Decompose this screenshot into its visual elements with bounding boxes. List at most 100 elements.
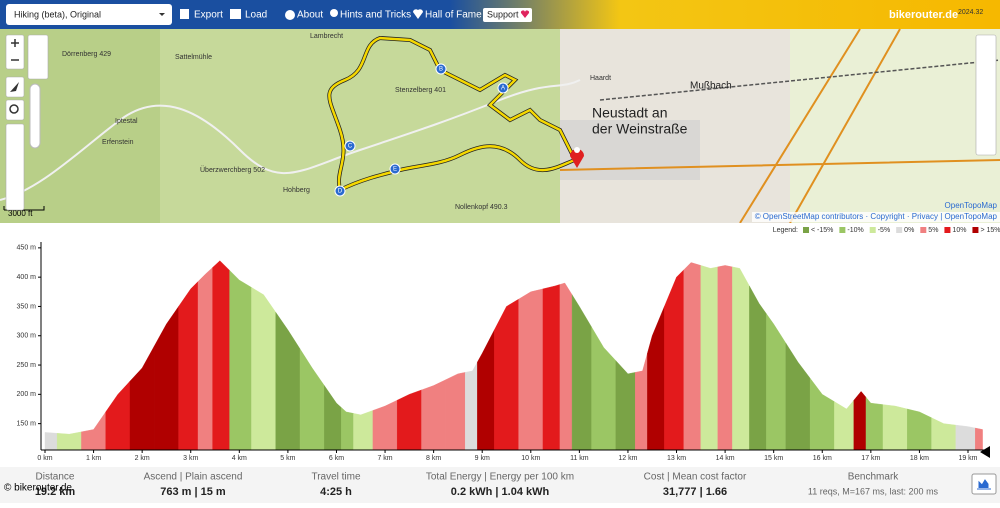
- stats: Distance 19.2 km Ascend | Plain ascend 763 …: [35, 472, 939, 498]
- waypoint[interactable]: B: [439, 67, 443, 73]
- legend-label: > 15%: [980, 227, 1000, 234]
- elevation-segment: [749, 285, 767, 451]
- elevation-segment: [465, 362, 478, 451]
- heart: [520, 10, 530, 18]
- brand[interactable]: bikerouter.de: [889, 9, 958, 21]
- legend: < -15% -10% -5% 0% 5% 10% > 15%: [803, 227, 1000, 234]
- elevation-segment: [518, 288, 544, 451]
- city: der Weinstraße: [592, 121, 688, 137]
- map[interactable]: A B C D E Lambrecht Dörrenberg 429 Satte…: [0, 28, 1000, 224]
- y-tick-label: 450 m: [17, 245, 37, 252]
- stat-value: 31,777 | 1.66: [663, 486, 727, 498]
- position-marker[interactable]: [980, 446, 990, 458]
- stat-label: Travel time: [311, 472, 361, 483]
- legend-swatch: [944, 227, 951, 233]
- hints[interactable]: Hints and Tricks: [340, 10, 411, 21]
- x-tick-label: 13 km: [667, 455, 686, 462]
- legend-swatch: [920, 227, 927, 233]
- waypoints: [334, 63, 509, 197]
- footer: © bikerouter.de: [4, 483, 72, 494]
- y-tick-label: 350 m: [17, 303, 37, 310]
- place: Lambrecht: [310, 33, 343, 40]
- place: Nollenkopf 490.3: [455, 204, 508, 211]
- tile-credit[interactable]: OpenTopoMap: [945, 201, 998, 210]
- place: Sattelmühle: [175, 54, 212, 61]
- x-tick-label: 15 km: [764, 455, 783, 462]
- end-marker[interactable]: [570, 149, 584, 168]
- y-tick-label: 400 m: [17, 274, 37, 281]
- hall-of-fame[interactable]: Hall of Fame: [425, 10, 482, 21]
- stats-bar: [0, 467, 1000, 503]
- x-tick-label: 16 km: [813, 455, 832, 462]
- elevation-segment: [229, 269, 252, 451]
- about[interactable]: About: [297, 10, 323, 21]
- place: Stenzelberg 401: [395, 87, 446, 94]
- elevation-segment: [421, 379, 446, 451]
- place: Iptestal: [115, 118, 138, 125]
- stat-value: 19.2 km: [35, 486, 76, 498]
- place: Erfenstein: [102, 139, 134, 146]
- x-tick-label: 11 km: [570, 455, 589, 462]
- legend-label: -10%: [847, 227, 863, 234]
- elevation-segment: [955, 424, 976, 451]
- elevation-segment: [251, 287, 276, 451]
- x-tick-label: 2 km: [135, 455, 150, 462]
- x-tick-label: 19 km: [958, 455, 977, 462]
- legend-swatch: [972, 227, 979, 233]
- elevation-segment: [178, 281, 199, 451]
- load[interactable]: Load: [245, 10, 267, 21]
- profile-select[interactable]: [6, 4, 172, 25]
- waypoint[interactable]: A: [501, 86, 505, 92]
- elevation-segment: [212, 260, 230, 451]
- stat-label: Distance: [36, 472, 75, 483]
- stat-value: 763 m | 15 m: [160, 486, 226, 498]
- y-tick-label: 250 m: [17, 362, 37, 369]
- x-tick-label: 14 km: [716, 455, 735, 462]
- legend-swatch: [803, 227, 809, 233]
- legend-label: 0%: [904, 227, 914, 234]
- waypoint[interactable]: D: [338, 189, 343, 195]
- elevation-segment: [445, 372, 466, 451]
- elevation-segment: [542, 284, 561, 451]
- stat-value: 4:25 h: [320, 486, 352, 498]
- x-tick-label: 12 km: [618, 455, 637, 462]
- chart-icon: [977, 479, 991, 490]
- elevation-segment: [44, 432, 58, 451]
- railway: [599, 59, 1000, 101]
- waypoint[interactable]: E: [393, 167, 397, 173]
- city: Neustadt an: [592, 105, 668, 121]
- x-tick-label: 1 km: [86, 455, 101, 462]
- y-tick-label: 300 m: [17, 333, 37, 340]
- stat-value: 0.2 kWh | 1.04 kWh: [451, 486, 550, 498]
- stat-label: Total Energy | Energy per 100 km: [426, 472, 574, 483]
- x-tick-label: 4 km: [232, 455, 247, 462]
- export[interactable]: Export: [194, 10, 223, 21]
- x-tick-label: 8 km: [426, 455, 441, 462]
- place: Haardt: [590, 75, 611, 82]
- elevation-segment: [353, 410, 374, 451]
- profile-name: Hiking (beta), Original: [14, 9, 101, 19]
- x-tick-label: 6 km: [329, 455, 344, 462]
- elevation-segment: [732, 266, 750, 451]
- x-tick-label: 10 km: [521, 455, 540, 462]
- version: 2024.32: [958, 9, 983, 16]
- elevation-segment: [396, 389, 422, 451]
- elevation-segment: [559, 282, 573, 451]
- stat-value: 11 reqs, M=167 ms, last: 200 ms: [808, 486, 939, 496]
- waypoint[interactable]: C: [348, 144, 353, 150]
- stat-label: Ascend | Plain ascend: [144, 472, 243, 483]
- x-tick-label: 18 km: [910, 455, 929, 462]
- x-tick-label: 9 km: [475, 455, 490, 462]
- main-road: [559, 28, 1000, 224]
- support: Support: [487, 9, 519, 19]
- attribution[interactable]: © OpenStreetMap contributors · Copyright…: [755, 212, 998, 221]
- y-tick-label: 200 m: [17, 391, 37, 398]
- x-tick-label: 7 km: [377, 455, 392, 462]
- elevation-segment: [56, 431, 82, 451]
- legend-label: -5%: [878, 227, 890, 234]
- map-controls[interactable]: [5, 34, 997, 211]
- elevation-segment: [834, 399, 855, 451]
- elevation-segment: [341, 407, 354, 451]
- support-button[interactable]: [483, 8, 532, 22]
